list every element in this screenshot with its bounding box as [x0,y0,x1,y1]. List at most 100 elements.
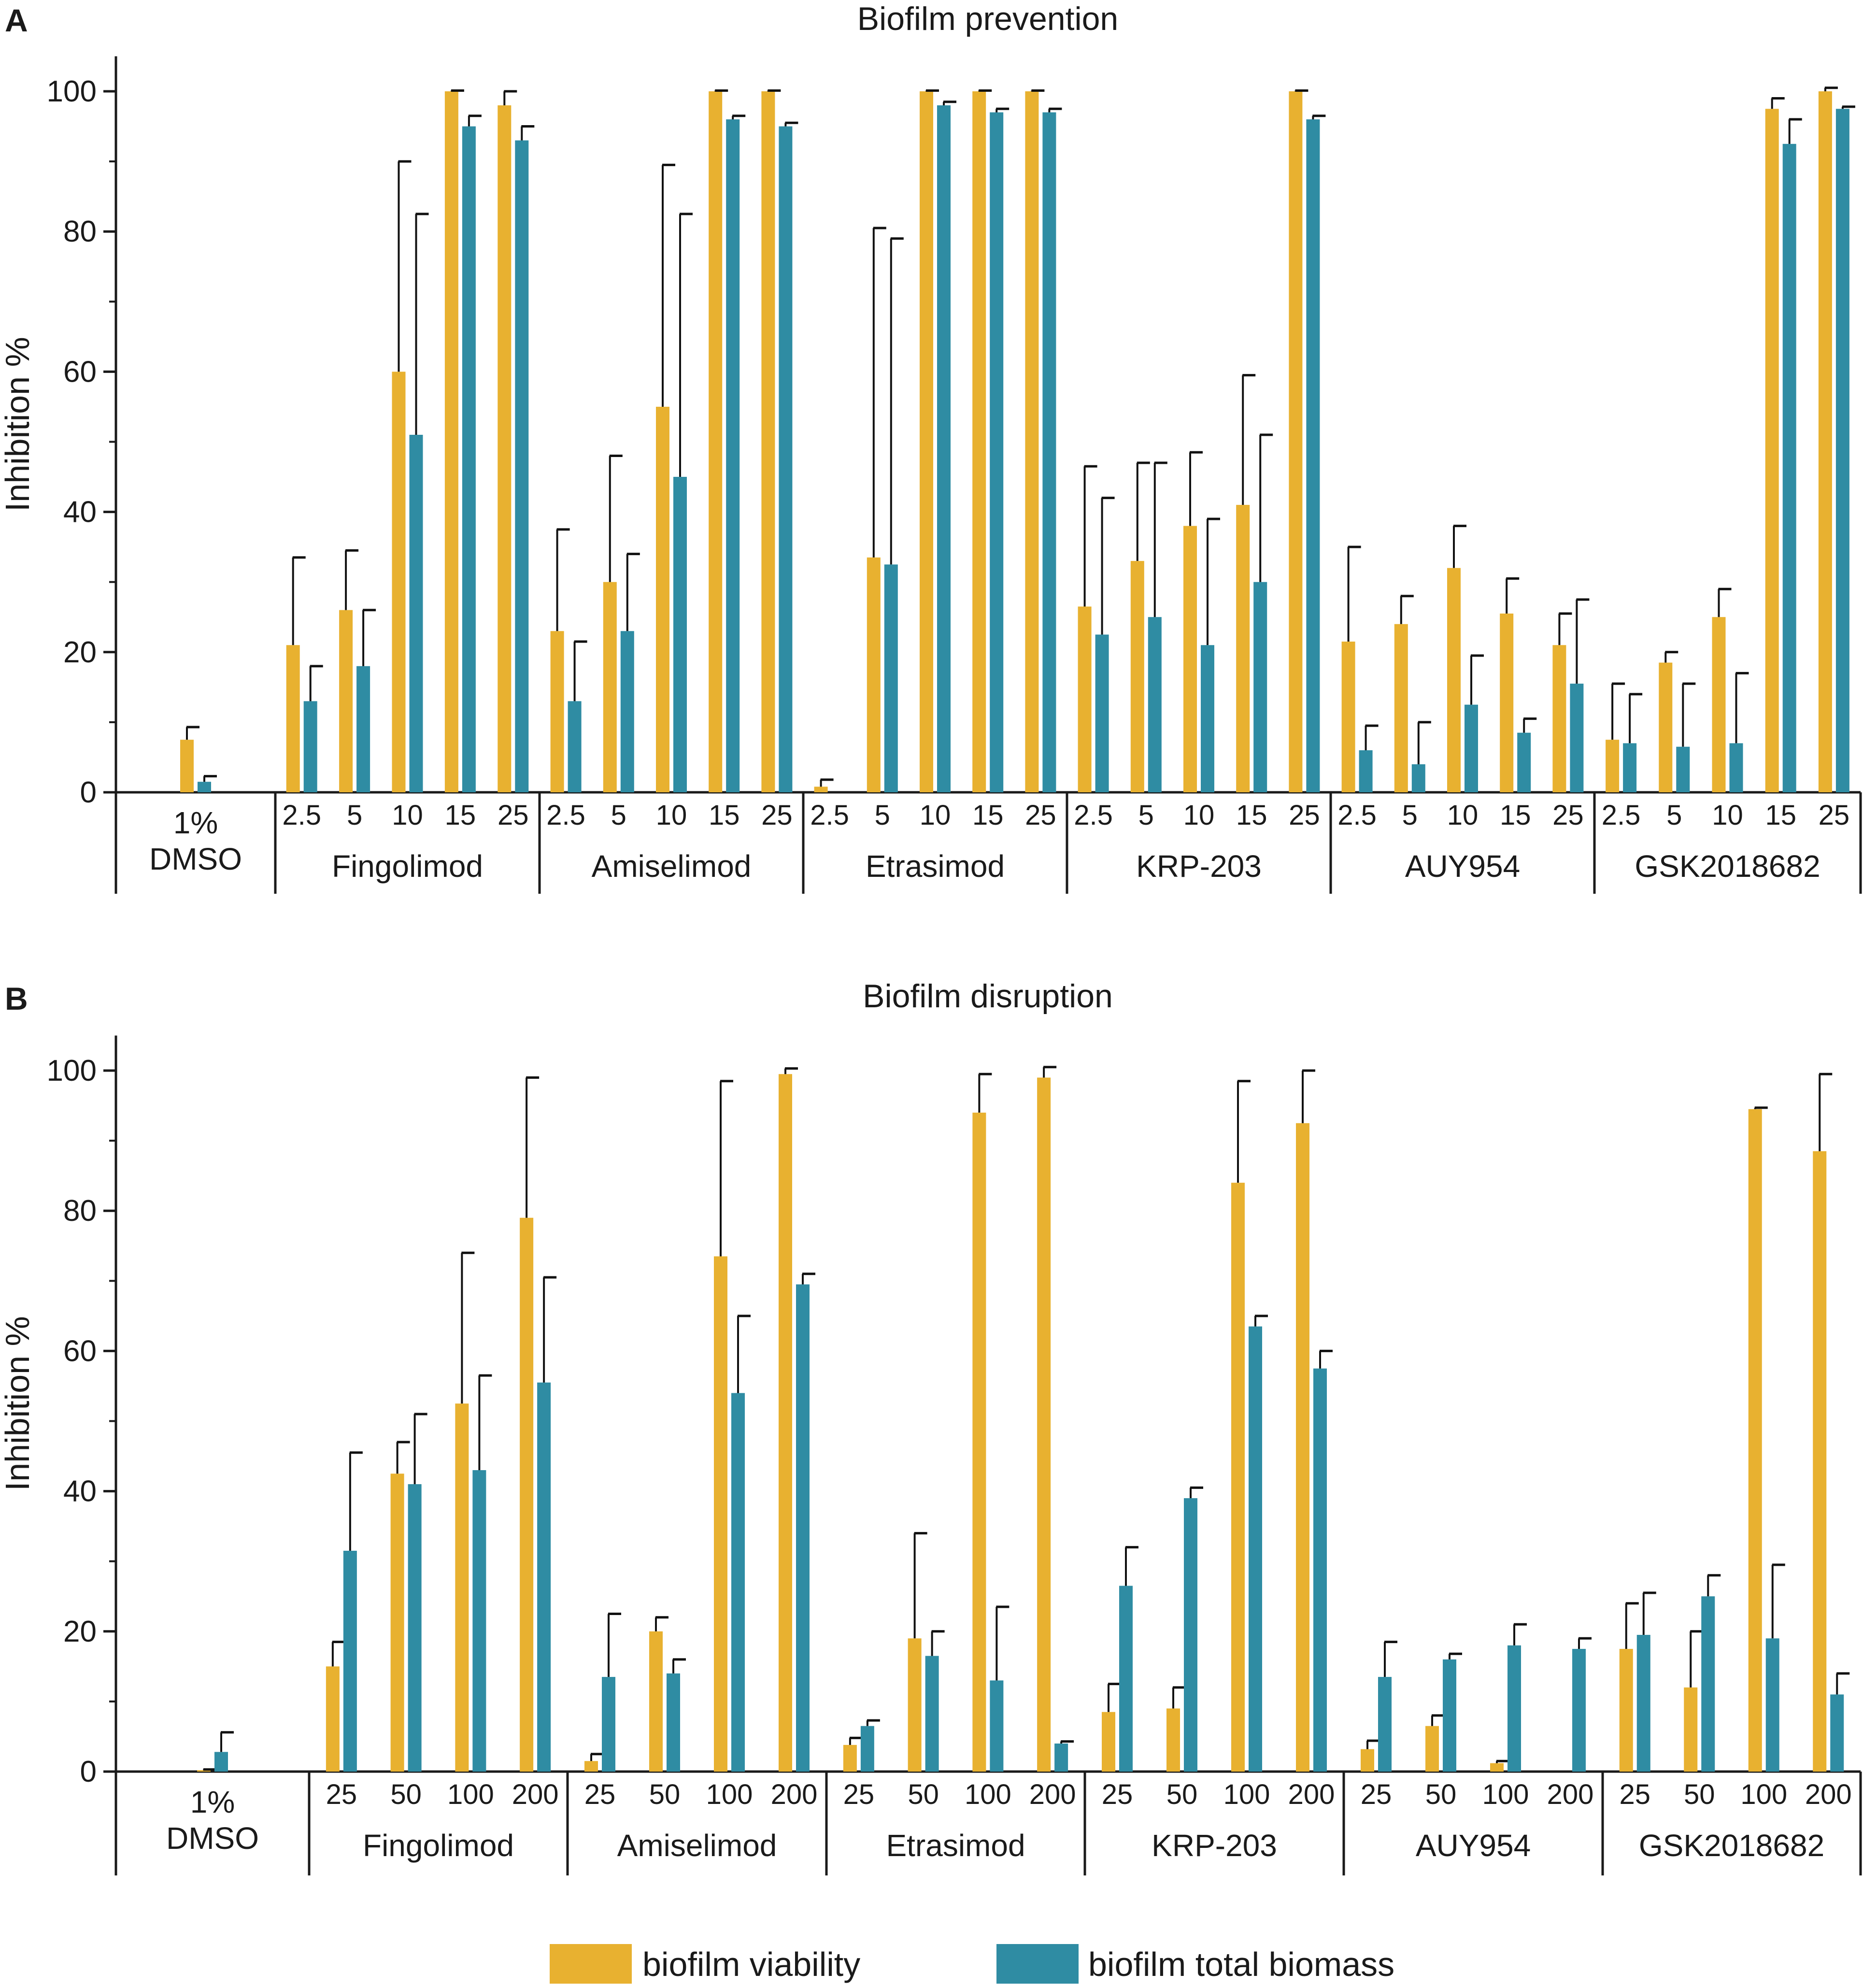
viability-bar [1394,624,1408,792]
biomass-bar [1782,143,1796,793]
biomass-bar [779,126,793,792]
biomass-bar [731,1393,745,1772]
viability-bar [761,91,775,792]
concentration-label: 50 [649,1779,681,1810]
viability-bar [286,645,300,792]
viability-bar [1684,1687,1698,1772]
viability-bar [455,1403,469,1772]
concentration-label: 50 [908,1779,939,1810]
viability-bar [550,631,564,792]
biomass-bar [1835,109,1849,792]
biomass-bar [1507,1645,1521,1772]
biomass-bar [198,782,211,792]
biomass-bar [620,631,634,792]
concentration-label: 50 [1425,1779,1457,1810]
y-tick-label: 100 [47,75,97,108]
concentration-label: 200 [1288,1779,1335,1810]
concentration-label: 2.5 [282,800,321,831]
viability-bar [972,1113,986,1772]
concentration-label: 15 [445,800,476,831]
group-label: KRP-203 [1152,1828,1277,1863]
concentration-label: 5 [1138,800,1154,831]
concentration-label: 50 [1166,1779,1198,1810]
viability-bar [520,1217,534,1772]
concentration-label: 200 [512,1779,559,1810]
concentration-label: 25 [1102,1779,1133,1810]
biomass-bar [343,1550,357,1772]
viability-bar [709,91,723,792]
concentration-label: 100 [706,1779,753,1810]
concentration-label: 50 [390,1779,422,1810]
group-label: Amiselimod [617,1828,777,1863]
concentration-label: 50 [1684,1779,1715,1810]
group-label: Etrasimod [866,849,1005,884]
group-label: GSK2018682 [1635,849,1820,884]
concentration-label: 5 [611,800,626,831]
viability-bar [1619,1649,1633,1772]
concentration-label: 25 [761,800,793,831]
biomass-bar [1570,684,1584,792]
biomass-bar [1517,732,1531,792]
viability-bar [920,91,933,792]
biomass-bar [673,477,687,792]
viability-bar [1425,1726,1439,1772]
group-label: Fingolimod [363,1828,514,1863]
viability-bar [1236,505,1250,792]
biomass-bar [1830,1694,1844,1772]
viability-bar [339,610,353,792]
biomass-bar [1313,1368,1327,1772]
biomass-bar [1572,1649,1586,1772]
biomass-bar [925,1656,939,1772]
viability-bar [1130,561,1144,792]
concentration-label: 25 [1025,800,1056,831]
concentration-label: 25 [1552,800,1584,831]
biomass-bar [990,1680,1004,1772]
viability-bar [843,1745,857,1772]
viability-bar [584,1761,598,1772]
viability-bar [1712,617,1726,792]
biomass-bar [409,434,423,792]
y-tick-label: 100 [47,1054,97,1087]
viability-bar [1765,109,1779,792]
biomass-bar [1095,634,1109,792]
biomass-bar [1411,764,1425,792]
concentration-label: 5 [347,800,362,831]
viability-bar [1231,1183,1245,1772]
concentration-label: 200 [1029,1779,1076,1810]
biomass-bar [1676,746,1690,792]
concentration-label: 25 [584,1779,616,1810]
y-tick-label: 0 [80,1755,97,1788]
biomass-bar [884,564,898,792]
viability-bar [867,557,881,792]
group-label: GSK2018682 [1639,1828,1824,1863]
y-axis-label: Inhibition % [0,337,36,512]
concentration-label: 2.5 [1602,800,1641,831]
concentration-label: 100 [965,1779,1011,1810]
viability-bar [1166,1708,1180,1772]
viability-bar [649,1631,663,1772]
control-label-line1: 1% [173,805,218,840]
concentration-label: 100 [447,1779,494,1810]
concentration-label: 10 [1712,800,1743,831]
concentration-label: 2.5 [810,800,849,831]
concentration-label: 25 [1361,1779,1392,1810]
concentration-label: 5 [875,800,890,831]
viability-bar [1296,1123,1309,1772]
concentration-label: 2.5 [1337,800,1377,831]
concentration-label: 100 [1740,1779,1787,1810]
y-axis-label: Inhibition % [0,1316,36,1491]
biomass-bar [356,666,370,792]
biomass-bar [1359,750,1373,792]
biomass-bar [1119,1586,1133,1772]
biomass-bar [462,126,476,792]
biomass-bar [1201,645,1214,792]
viability-bar [1078,606,1092,792]
biomass-bar [1249,1326,1262,1772]
concentration-label: 200 [1547,1779,1594,1810]
concentration-label: 100 [1223,1779,1270,1810]
concentration-label: 15 [972,800,1004,831]
viability-bar [1606,740,1620,792]
concentration-label: 2.5 [546,800,585,831]
viability-bar [1818,91,1832,792]
concentration-label: 10 [392,800,423,831]
